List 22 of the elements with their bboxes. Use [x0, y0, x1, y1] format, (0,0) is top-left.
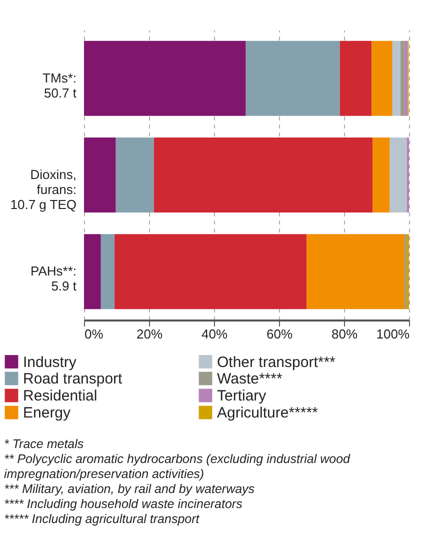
legend-label: Other transport***	[217, 354, 336, 371]
text: * Trace metals	[4, 437, 84, 451]
y-tick-label: PAHs**: 5.9 t	[30, 264, 77, 294]
y-tick-label: Dioxins, furans: 10.7 g TEQ	[10, 167, 76, 212]
x-tick-label: 60%	[266, 326, 293, 342]
legend-label: Industry	[23, 354, 77, 371]
x-tick-label: 0%	[84, 326, 104, 342]
x-tick-label: 100%	[376, 326, 410, 342]
y-tick-label: TMs*: 50.7 t	[42, 70, 77, 100]
legend-label: Road transport	[23, 370, 124, 388]
text: *** Military, aviation, by rail and by waterways	[4, 482, 255, 496]
x-tick-label: 40%	[201, 326, 228, 342]
legend-label: Tertiary	[217, 388, 267, 404]
legend-label: Waste****	[217, 370, 282, 388]
text: **** Including household waste incinerators	[4, 497, 242, 511]
x-tick-label: 20%	[136, 326, 163, 342]
text: ***** Including agricultural transport	[4, 512, 200, 526]
text: ** Polycyclic aromatic hydrocarbons (excluding industrial wood impregnation/preservation activities)	[4, 452, 352, 481]
legend-label: Agriculture*****	[217, 404, 318, 422]
legend-label: Energy	[23, 404, 72, 422]
x-tick-label: 80%	[331, 326, 358, 342]
legend-label: Residential	[23, 388, 98, 404]
